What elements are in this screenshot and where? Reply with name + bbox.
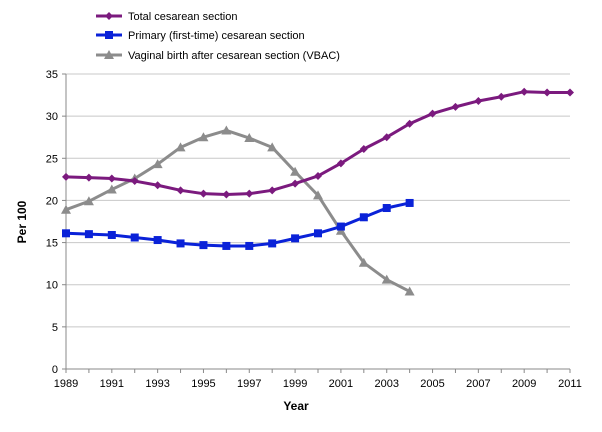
- data-point: [175, 142, 186, 152]
- data-point: [314, 229, 322, 238]
- gridlines: [66, 73, 570, 328]
- data-point: [152, 159, 163, 169]
- data-point: [222, 241, 231, 250]
- x-tick-label: 2009: [512, 378, 536, 390]
- x-tick-label: 1995: [191, 378, 215, 390]
- data-point: [83, 196, 94, 206]
- data-point: [107, 230, 116, 239]
- data-point: [61, 204, 71, 214]
- data-point: [291, 179, 300, 188]
- series-line: [65, 201, 410, 248]
- data-point: [451, 102, 460, 111]
- legend-item: Total cesarean section: [96, 11, 237, 23]
- data-point: [105, 12, 113, 20]
- legend: Total cesarean section Primary (first-tim…: [96, 11, 340, 62]
- legend-label: Vaginal birth after cesarean section (VB…: [128, 50, 340, 62]
- data-point: [199, 189, 208, 198]
- series-line: [65, 128, 411, 293]
- y-tick-label: 5: [52, 322, 58, 334]
- data-point: [222, 190, 231, 199]
- data-point: [176, 239, 185, 248]
- data-point: [566, 88, 574, 97]
- legend-label: Primary (first-time) cesarean section: [128, 30, 305, 42]
- data-point: [382, 133, 391, 142]
- data-point: [62, 229, 70, 238]
- data-point: [130, 177, 139, 186]
- data-point: [543, 88, 552, 97]
- data-point: [199, 241, 208, 250]
- data-point: [428, 109, 437, 118]
- x-tick-label: 1993: [145, 378, 169, 390]
- y-axis-label: Per 100: [15, 200, 29, 243]
- y-tick-label: 15: [46, 238, 58, 250]
- data-point: [176, 186, 185, 195]
- data-point: [405, 119, 414, 128]
- y-tick-label: 35: [46, 69, 58, 81]
- data-point: [267, 142, 278, 152]
- x-tick-label: 2011: [558, 378, 582, 390]
- data-point: [104, 50, 114, 59]
- data-point: [404, 286, 415, 296]
- data-point: [107, 174, 116, 183]
- data-point: [382, 204, 391, 213]
- legend-item: Vaginal birth after cesarean section (VB…: [96, 50, 340, 62]
- data-point: [359, 213, 368, 222]
- series-layer: [61, 87, 574, 296]
- x-tick-label: 2001: [329, 378, 353, 390]
- y-tick-label: 0: [52, 364, 58, 376]
- legend-label: Total cesarean section: [128, 11, 237, 23]
- x-tick-labels: 1989 1991 1993 1995 1997 1999 2001 2003 2005 2007…: [54, 378, 582, 390]
- x-tick-label: 1991: [100, 378, 124, 390]
- data-point: [405, 198, 414, 207]
- series-1: [62, 198, 414, 250]
- data-point: [381, 274, 392, 284]
- data-point: [359, 145, 368, 154]
- data-point: [268, 239, 277, 248]
- series-0: [62, 87, 574, 199]
- data-point: [244, 133, 255, 143]
- data-point: [62, 172, 70, 181]
- data-point: [358, 257, 369, 267]
- data-point: [105, 31, 113, 39]
- data-point: [291, 234, 300, 243]
- x-tick-label: 2007: [466, 378, 490, 390]
- data-point: [106, 184, 117, 194]
- data-point: [221, 125, 232, 135]
- x-tick-label: 1989: [54, 378, 78, 390]
- data-point: [497, 92, 506, 101]
- data-point: [336, 222, 345, 231]
- data-point: [313, 190, 323, 200]
- y-tick-labels: 0 5 10 15 20 25 30 35: [46, 69, 58, 376]
- data-point: [84, 173, 93, 182]
- data-point: [314, 171, 322, 180]
- data-point: [290, 166, 301, 176]
- data-point: [153, 181, 162, 190]
- x-axis-label: Year: [283, 399, 309, 413]
- y-tick-label: 10: [46, 280, 58, 292]
- data-point: [520, 87, 529, 96]
- x-tick-label: 1997: [237, 378, 261, 390]
- data-point: [198, 132, 209, 142]
- data-point: [245, 189, 254, 198]
- data-point: [474, 96, 483, 105]
- data-point: [268, 186, 277, 195]
- y-tick-label: 25: [46, 153, 58, 165]
- data-point: [130, 233, 139, 242]
- data-point: [84, 230, 93, 239]
- axes: [62, 73, 571, 373]
- legend-item: Primary (first-time) cesarean section: [96, 30, 305, 42]
- y-tick-label: 30: [46, 111, 58, 123]
- y-tick-label: 20: [46, 195, 58, 207]
- data-point: [245, 241, 254, 250]
- series-2: [61, 125, 415, 296]
- x-tick-label: 2003: [374, 378, 398, 390]
- x-tick-label: 2005: [420, 378, 444, 390]
- data-point: [336, 159, 345, 168]
- x-tick-label: 1999: [283, 378, 307, 390]
- data-point: [153, 236, 162, 245]
